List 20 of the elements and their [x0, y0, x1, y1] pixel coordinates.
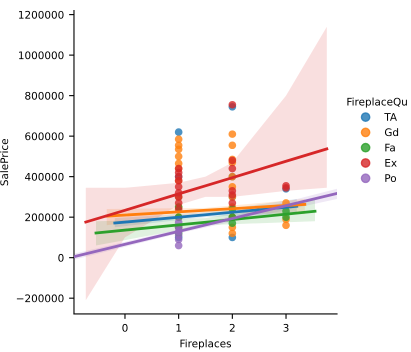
y-tick-label: 1200000	[19, 10, 64, 19]
legend-label: Ex	[385, 159, 397, 167]
y-tick-label: −200000	[16, 294, 64, 302]
legend-label: Po	[385, 174, 396, 182]
x-tick-label: 2	[230, 324, 235, 332]
y-tick-label: 0	[58, 254, 64, 262]
x-axis-title: Fireplaces	[180, 339, 232, 350]
legend-label: Gd	[384, 128, 398, 136]
x-tick-label: 1	[176, 324, 182, 332]
y-tick-label: 1000000	[19, 51, 64, 60]
y-tick-label: 200000	[25, 213, 64, 222]
y-tick-label: 400000	[25, 172, 64, 181]
x-tick-label: 3	[284, 324, 288, 332]
x-tick-label: 0	[122, 324, 128, 332]
legend-title: FireplaceQu	[347, 98, 407, 108]
legend-label: TA	[384, 113, 397, 121]
y-axis-title: SalePrice	[0, 138, 8, 186]
y-tick-label: 600000	[25, 132, 64, 140]
legend-label: Fa	[385, 144, 395, 152]
y-tick-label: 800000	[25, 92, 64, 100]
